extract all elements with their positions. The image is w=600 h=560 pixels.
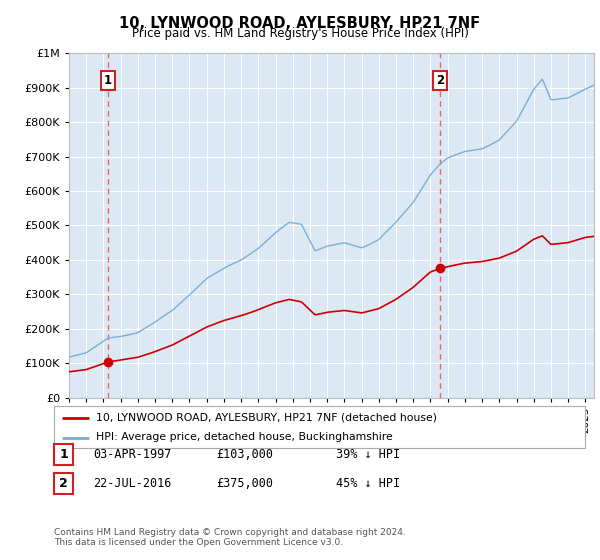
Text: 22-JUL-2016: 22-JUL-2016: [93, 477, 172, 490]
Text: 2: 2: [436, 74, 444, 87]
Text: 39% ↓ HPI: 39% ↓ HPI: [336, 447, 400, 461]
Text: 1: 1: [59, 447, 68, 461]
Text: £375,000: £375,000: [216, 477, 273, 490]
Text: 1: 1: [104, 74, 112, 87]
Text: £103,000: £103,000: [216, 447, 273, 461]
Text: 03-APR-1997: 03-APR-1997: [93, 447, 172, 461]
Text: 10, LYNWOOD ROAD, AYLESBURY, HP21 7NF: 10, LYNWOOD ROAD, AYLESBURY, HP21 7NF: [119, 16, 481, 31]
Text: 45% ↓ HPI: 45% ↓ HPI: [336, 477, 400, 490]
Text: Price paid vs. HM Land Registry's House Price Index (HPI): Price paid vs. HM Land Registry's House …: [131, 27, 469, 40]
Text: HPI: Average price, detached house, Buckinghamshire: HPI: Average price, detached house, Buck…: [97, 432, 393, 442]
Text: Contains HM Land Registry data © Crown copyright and database right 2024.
This d: Contains HM Land Registry data © Crown c…: [54, 528, 406, 547]
Text: 10, LYNWOOD ROAD, AYLESBURY, HP21 7NF (detached house): 10, LYNWOOD ROAD, AYLESBURY, HP21 7NF (d…: [97, 413, 437, 423]
Text: 2: 2: [59, 477, 68, 490]
